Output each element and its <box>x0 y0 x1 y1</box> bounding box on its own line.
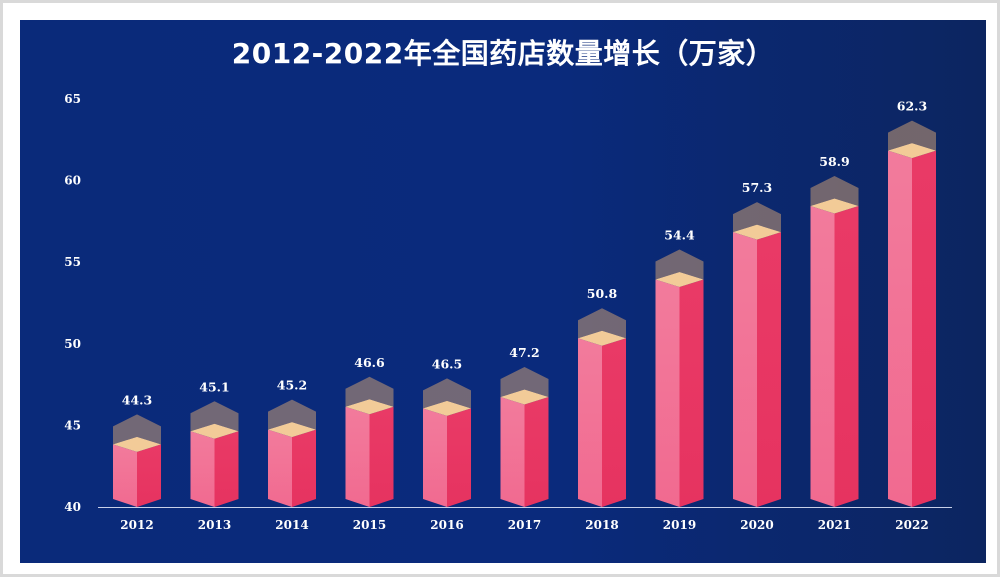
x-tick-label: 2016 <box>430 518 463 532</box>
bar-glass-cap <box>500 366 549 397</box>
data-label: 54.4 <box>664 227 695 242</box>
bar-glass-cap <box>578 308 626 339</box>
data-label: 46.6 <box>354 355 385 370</box>
y-tick-label: 65 <box>64 92 81 106</box>
bar-2017: 47.2 2017 <box>500 345 549 532</box>
chart-title: 2012-2022年全国药店数量增长（万家） <box>231 37 775 70</box>
data-label: 57.3 <box>742 180 772 195</box>
bar-right-face <box>912 150 936 507</box>
data-label: 45.2 <box>277 378 307 393</box>
bar-right-face <box>602 338 626 507</box>
y-tick-label: 40 <box>64 500 81 514</box>
bar-2022: 62.3 2022 <box>888 99 936 532</box>
x-tick-label: 2019 <box>663 518 696 532</box>
bar-2016: 46.5 2016 <box>423 356 471 532</box>
bar-glass-cap <box>423 378 471 409</box>
x-tick-label: 2014 <box>275 518 308 532</box>
bar-right-face <box>447 408 471 507</box>
bar-left-face <box>423 408 447 507</box>
bar-2015: 46.6 2015 <box>345 355 394 532</box>
bar-left-face <box>268 429 292 507</box>
bar-2020: 57.3 2020 <box>733 180 781 532</box>
data-label: 62.3 <box>897 99 927 114</box>
bar-glass-cap <box>345 376 394 407</box>
bar-left-face <box>500 396 525 507</box>
bar-left-face <box>578 338 602 507</box>
bar-2021: 58.9 2021 <box>810 154 859 532</box>
bar-left-face <box>113 444 137 507</box>
x-tick-label: 2022 <box>895 518 928 532</box>
bar-top-cap <box>888 143 936 159</box>
bar-glass-cap <box>655 249 704 280</box>
bar-2012: 44.3 2012 <box>113 392 161 532</box>
data-label: 58.9 <box>819 154 849 169</box>
data-label: 50.8 <box>587 286 618 301</box>
bar-2014: 45.2 2014 <box>268 378 316 532</box>
bar-right-face <box>214 431 239 507</box>
bar-glass-cap <box>888 120 936 151</box>
bar-right-face <box>834 206 859 507</box>
bar-glass-cap <box>733 202 781 233</box>
x-tick-label: 2013 <box>198 518 231 532</box>
data-label: 47.2 <box>509 345 539 360</box>
bar-right-face <box>524 396 549 507</box>
x-tick-label: 2015 <box>353 518 386 532</box>
bar-right-face <box>679 279 704 507</box>
bar-left-face <box>810 206 835 507</box>
x-tick-label: 2017 <box>508 518 541 532</box>
bar-glass-cap <box>113 414 161 445</box>
bar-chart: 40 45 50 55 60 65 44.3 2012 45.1 2013 45.2 2014 46.… <box>64 92 952 532</box>
chart-panel: 2012-2022年全国药店数量增长（万家） 40 45 50 55 60 65 44.3… <box>20 20 986 563</box>
bar-right-face <box>137 444 161 507</box>
bar-glass-cap <box>190 401 239 432</box>
bar-right-face <box>757 232 781 507</box>
x-tick-label: 2020 <box>740 518 773 532</box>
bar-right-face <box>292 429 316 507</box>
y-tick-label: 50 <box>64 337 81 351</box>
bar-left-face <box>733 232 757 507</box>
x-tick-label: 2018 <box>585 518 618 532</box>
bar-left-face <box>190 431 215 507</box>
bar-left-face <box>345 406 370 507</box>
bar-2019: 54.4 2019 <box>655 227 704 532</box>
bar-right-face <box>369 406 394 507</box>
bar-glass-cap <box>810 176 859 207</box>
bar-left-face <box>888 150 912 507</box>
bar-2013: 45.1 2013 <box>190 379 239 532</box>
y-tick-label: 45 <box>64 418 81 432</box>
y-tick-label: 55 <box>64 255 81 269</box>
x-tick-label: 2012 <box>120 518 153 532</box>
y-tick-label: 60 <box>64 174 81 188</box>
bar-glass-cap <box>268 399 316 430</box>
data-label: 44.3 <box>122 392 152 407</box>
x-tick-label: 2021 <box>818 518 851 532</box>
bar-2018: 50.8 2018 <box>578 286 626 532</box>
data-label: 45.1 <box>199 379 229 394</box>
bar-left-face <box>655 279 680 507</box>
data-label: 46.5 <box>432 356 462 371</box>
